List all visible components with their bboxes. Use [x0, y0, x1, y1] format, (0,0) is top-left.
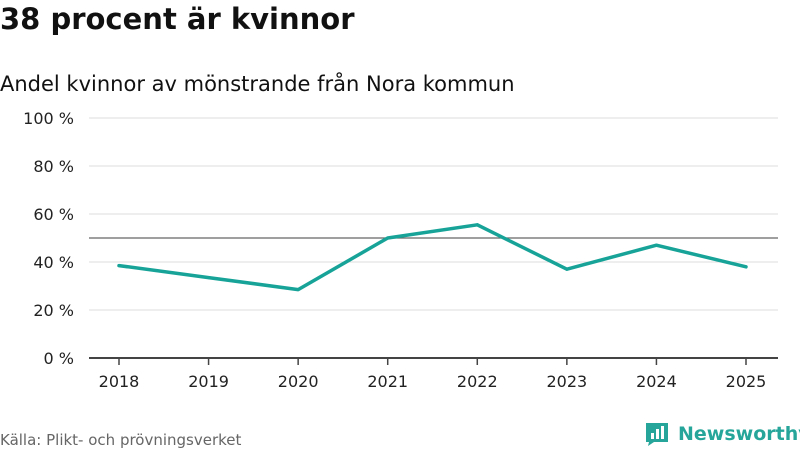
brand-logo: Newsworthy [644, 421, 800, 447]
y-tick-label: 80 % [33, 157, 74, 176]
x-tick-label: 2020 [278, 372, 319, 391]
data-point [117, 264, 121, 268]
y-tick-label: 20 % [33, 301, 74, 320]
brand-name: Newsworthy [678, 423, 800, 445]
y-tick-label: 60 % [33, 205, 74, 224]
x-tick-label: 2019 [188, 372, 229, 391]
newsworthy-logo-icon [646, 423, 668, 446]
y-tick-label: 40 % [33, 253, 74, 272]
data-point [654, 243, 658, 247]
data-point [475, 223, 479, 227]
x-tick-label: 2025 [726, 372, 767, 391]
x-tick-label: 2024 [636, 372, 677, 391]
data-point [207, 276, 211, 280]
y-tick-label: 100 % [23, 109, 74, 128]
source-note: Källa: Plikt- och prövningsverket [0, 431, 242, 449]
chart-title: 38 procent är kvinnor [0, 2, 355, 36]
data-point [744, 265, 748, 269]
x-tick-label: 2023 [546, 372, 587, 391]
data-point [386, 236, 390, 240]
x-tick-label: 2022 [457, 372, 498, 391]
series-line [117, 223, 748, 292]
x-tick-label: 2021 [367, 372, 408, 391]
line-chart: 0 % 20 % 40 % 60 % 80 % 100 % 2018 2019 2020 2021… [23, 109, 778, 391]
chart-subtitle: Andel kvinnor av mönstrande från Nora ko… [0, 72, 515, 96]
x-tick-label: 2018 [99, 372, 140, 391]
data-point [565, 267, 569, 271]
y-tick-label: 0 % [44, 349, 74, 368]
data-point [296, 288, 300, 292]
